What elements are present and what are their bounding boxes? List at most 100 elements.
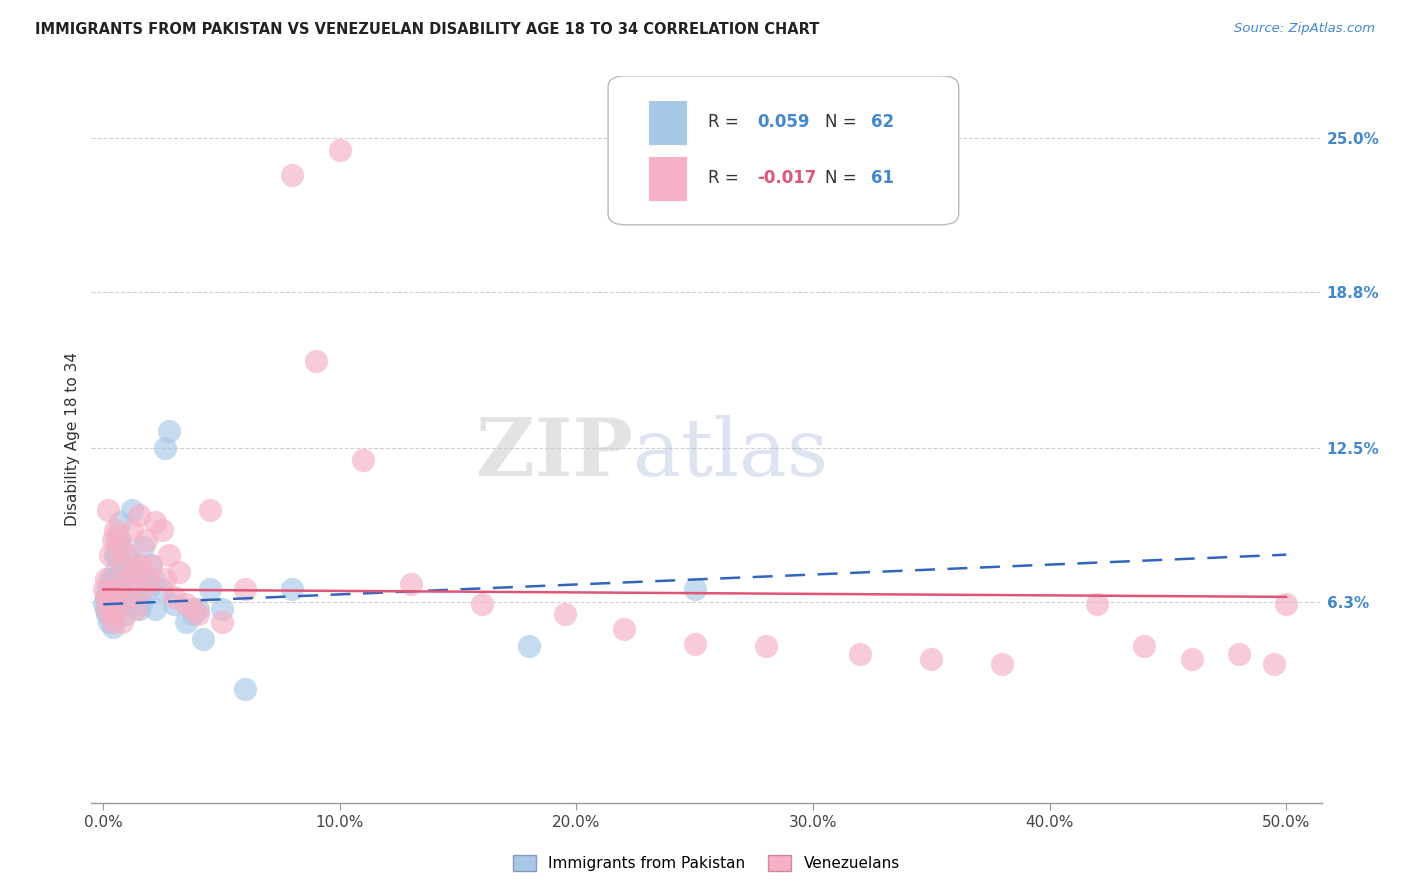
Point [98,607,121,622]
Text: R =: R = [707,169,744,187]
Point [150,523,173,537]
Point [163,590,186,604]
Point [125,602,148,616]
Point [115,597,138,611]
Point [122,565,145,579]
Point [94,590,117,604]
Point [108,540,131,554]
Point [107,590,129,604]
Point [128,602,150,616]
Text: atlas: atlas [633,415,828,493]
Text: R =: R = [707,113,744,131]
Point [181,607,204,622]
Bar [648,101,686,145]
Point [683,637,706,651]
Point [107,590,129,604]
Text: ZIP: ZIP [475,415,633,493]
Point [101,620,124,634]
Point [107,533,129,547]
Point [143,602,166,616]
Point [211,602,233,616]
Point [517,640,540,654]
Text: Source: ZipAtlas.com: Source: ZipAtlas.com [1234,22,1375,36]
Point [122,565,145,579]
Point [98,573,121,587]
Point [191,632,214,646]
Point [150,582,173,597]
Point [97,590,120,604]
Text: N =: N = [824,113,862,131]
Point [187,602,209,616]
Point [142,573,165,587]
Point [125,582,148,597]
Point [107,573,129,587]
Point [233,681,256,696]
Point [111,597,134,611]
Point [132,540,155,554]
FancyBboxPatch shape [607,76,959,225]
Text: 62: 62 [872,113,894,131]
Point [211,615,233,629]
Point [1085,597,1108,611]
Text: 61: 61 [872,169,894,187]
Point [198,582,221,597]
Point [613,622,636,636]
Point [554,607,576,622]
Point [1227,647,1250,661]
Point [118,548,141,562]
Point [114,558,136,572]
Point [96,607,118,622]
Point [135,573,157,587]
Point [198,503,221,517]
Point [167,565,190,579]
Point [101,607,124,622]
Point [153,573,176,587]
Point [136,573,159,587]
Point [683,582,706,597]
Point [128,508,150,522]
Point [104,577,127,591]
Point [104,602,127,616]
Point [136,582,159,597]
Point [94,590,117,604]
Point [755,640,778,654]
Point [93,597,115,611]
Point [104,523,127,537]
Point [98,585,121,599]
Point [129,597,152,611]
Point [108,533,131,547]
Point [111,565,134,579]
Point [353,453,375,467]
Point [129,558,152,572]
Point [101,615,124,629]
Point [115,565,138,579]
Point [121,503,143,517]
Point [115,590,138,604]
Point [139,558,162,572]
Point [1275,597,1298,611]
Point [108,516,131,530]
Point [920,652,942,666]
Point [187,607,209,622]
Point [174,597,197,611]
Point [98,607,121,622]
Point [329,143,352,157]
Point [118,552,141,566]
Point [143,516,166,530]
Point [121,523,143,537]
Point [98,615,121,629]
Point [153,441,176,455]
Point [132,582,155,597]
Point [1263,657,1285,671]
Point [114,607,136,622]
Point [135,533,157,547]
Point [97,602,120,616]
Point [181,602,204,616]
Point [98,548,121,562]
Point [107,548,129,562]
Bar [648,156,686,200]
Point [107,528,129,542]
Point [159,548,181,562]
Y-axis label: Disability Age 18 to 34: Disability Age 18 to 34 [65,352,80,526]
Point [97,582,120,597]
